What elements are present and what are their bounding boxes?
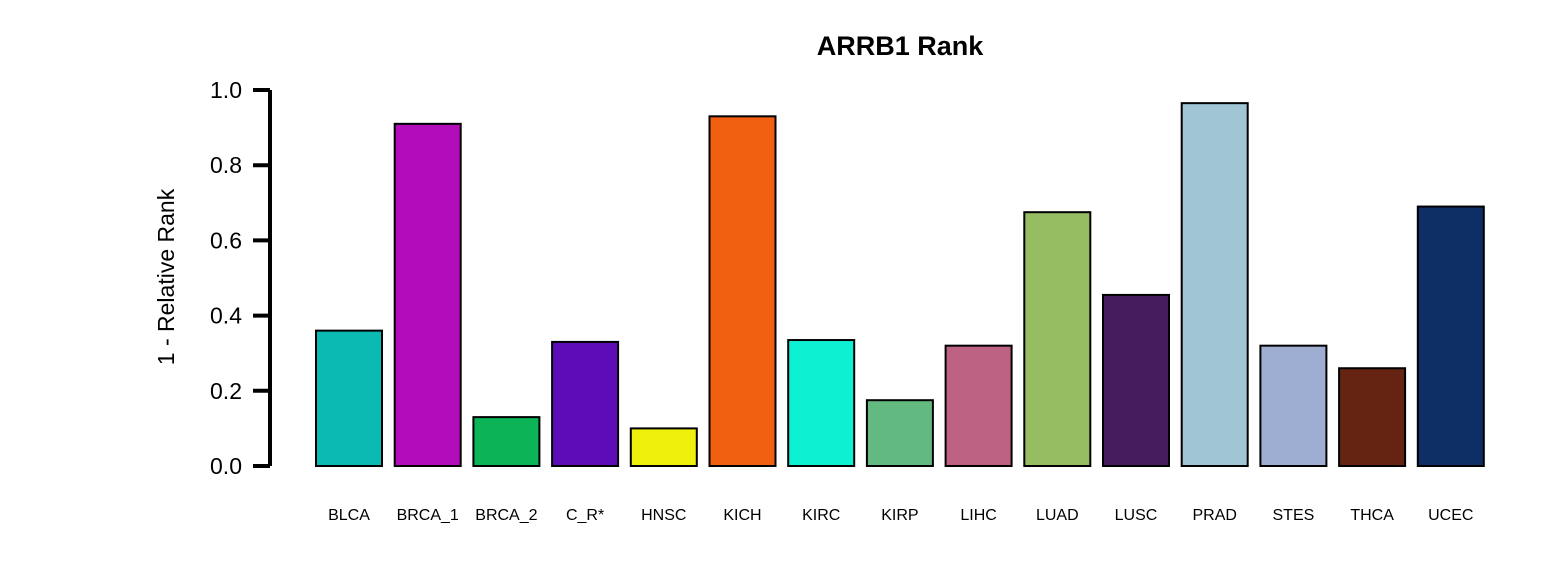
bar-stes xyxy=(1259,344,1328,467)
bar-prad xyxy=(1180,102,1249,467)
x-tick-label: STES xyxy=(1273,507,1315,524)
x-tick-label: BRCA_1 xyxy=(397,507,459,524)
bar-hnsc xyxy=(629,427,698,467)
x-tick-label: THCA xyxy=(1350,507,1394,524)
bar-kich xyxy=(708,115,777,467)
bars-group xyxy=(315,102,1485,468)
bar-lusc xyxy=(1102,293,1170,468)
y-tick-label: 0.8 xyxy=(210,152,242,178)
y-axis-label: 1 - Relative Rank xyxy=(153,188,179,365)
bar-c-r xyxy=(551,340,620,468)
y-tick-label: 0.6 xyxy=(210,227,242,253)
x-tick-label: LUSC xyxy=(1115,507,1158,524)
x-tick-label: KIRC xyxy=(802,507,840,524)
x-axis-labels: BLCA BRCA_1 BRCA_2 C_R* HNSC KICH KIRC KIRP LIHC… xyxy=(328,507,1473,524)
x-tick-label: LIHC xyxy=(960,507,996,524)
bar-blca xyxy=(315,329,383,468)
bar-lihc xyxy=(944,344,1013,467)
bar-brca-2 xyxy=(472,416,541,467)
y-tick-label: 1.0 xyxy=(210,77,242,103)
x-tick-label: BLCA xyxy=(328,507,370,524)
x-tick-label: KICH xyxy=(723,507,761,524)
x-tick-label: KIRP xyxy=(881,507,918,524)
y-tick-label: 0.4 xyxy=(210,303,242,329)
x-tick-label: HNSC xyxy=(641,507,686,524)
x-tick-label: PRAD xyxy=(1192,507,1236,524)
bar-thca xyxy=(1338,367,1407,467)
y-tick-label: 0.0 xyxy=(210,453,242,479)
bar-luad xyxy=(1023,211,1092,467)
bar-kirc xyxy=(787,339,856,468)
x-tick-label: BRCA_2 xyxy=(475,507,537,524)
bar-kirp xyxy=(865,399,934,468)
chart-title: ARRB1 Rank xyxy=(817,31,985,61)
x-tick-label: LUAD xyxy=(1036,507,1079,524)
y-axis: 0.0 0.2 0.4 0.6 0.8 1.0 xyxy=(210,77,272,479)
bar-ucec xyxy=(1416,205,1485,467)
bar-brca-1 xyxy=(393,122,462,467)
x-tick-label: UCEC xyxy=(1428,507,1473,524)
y-tick-label: 0.2 xyxy=(210,378,242,404)
x-tick-label: C_R* xyxy=(566,507,604,524)
